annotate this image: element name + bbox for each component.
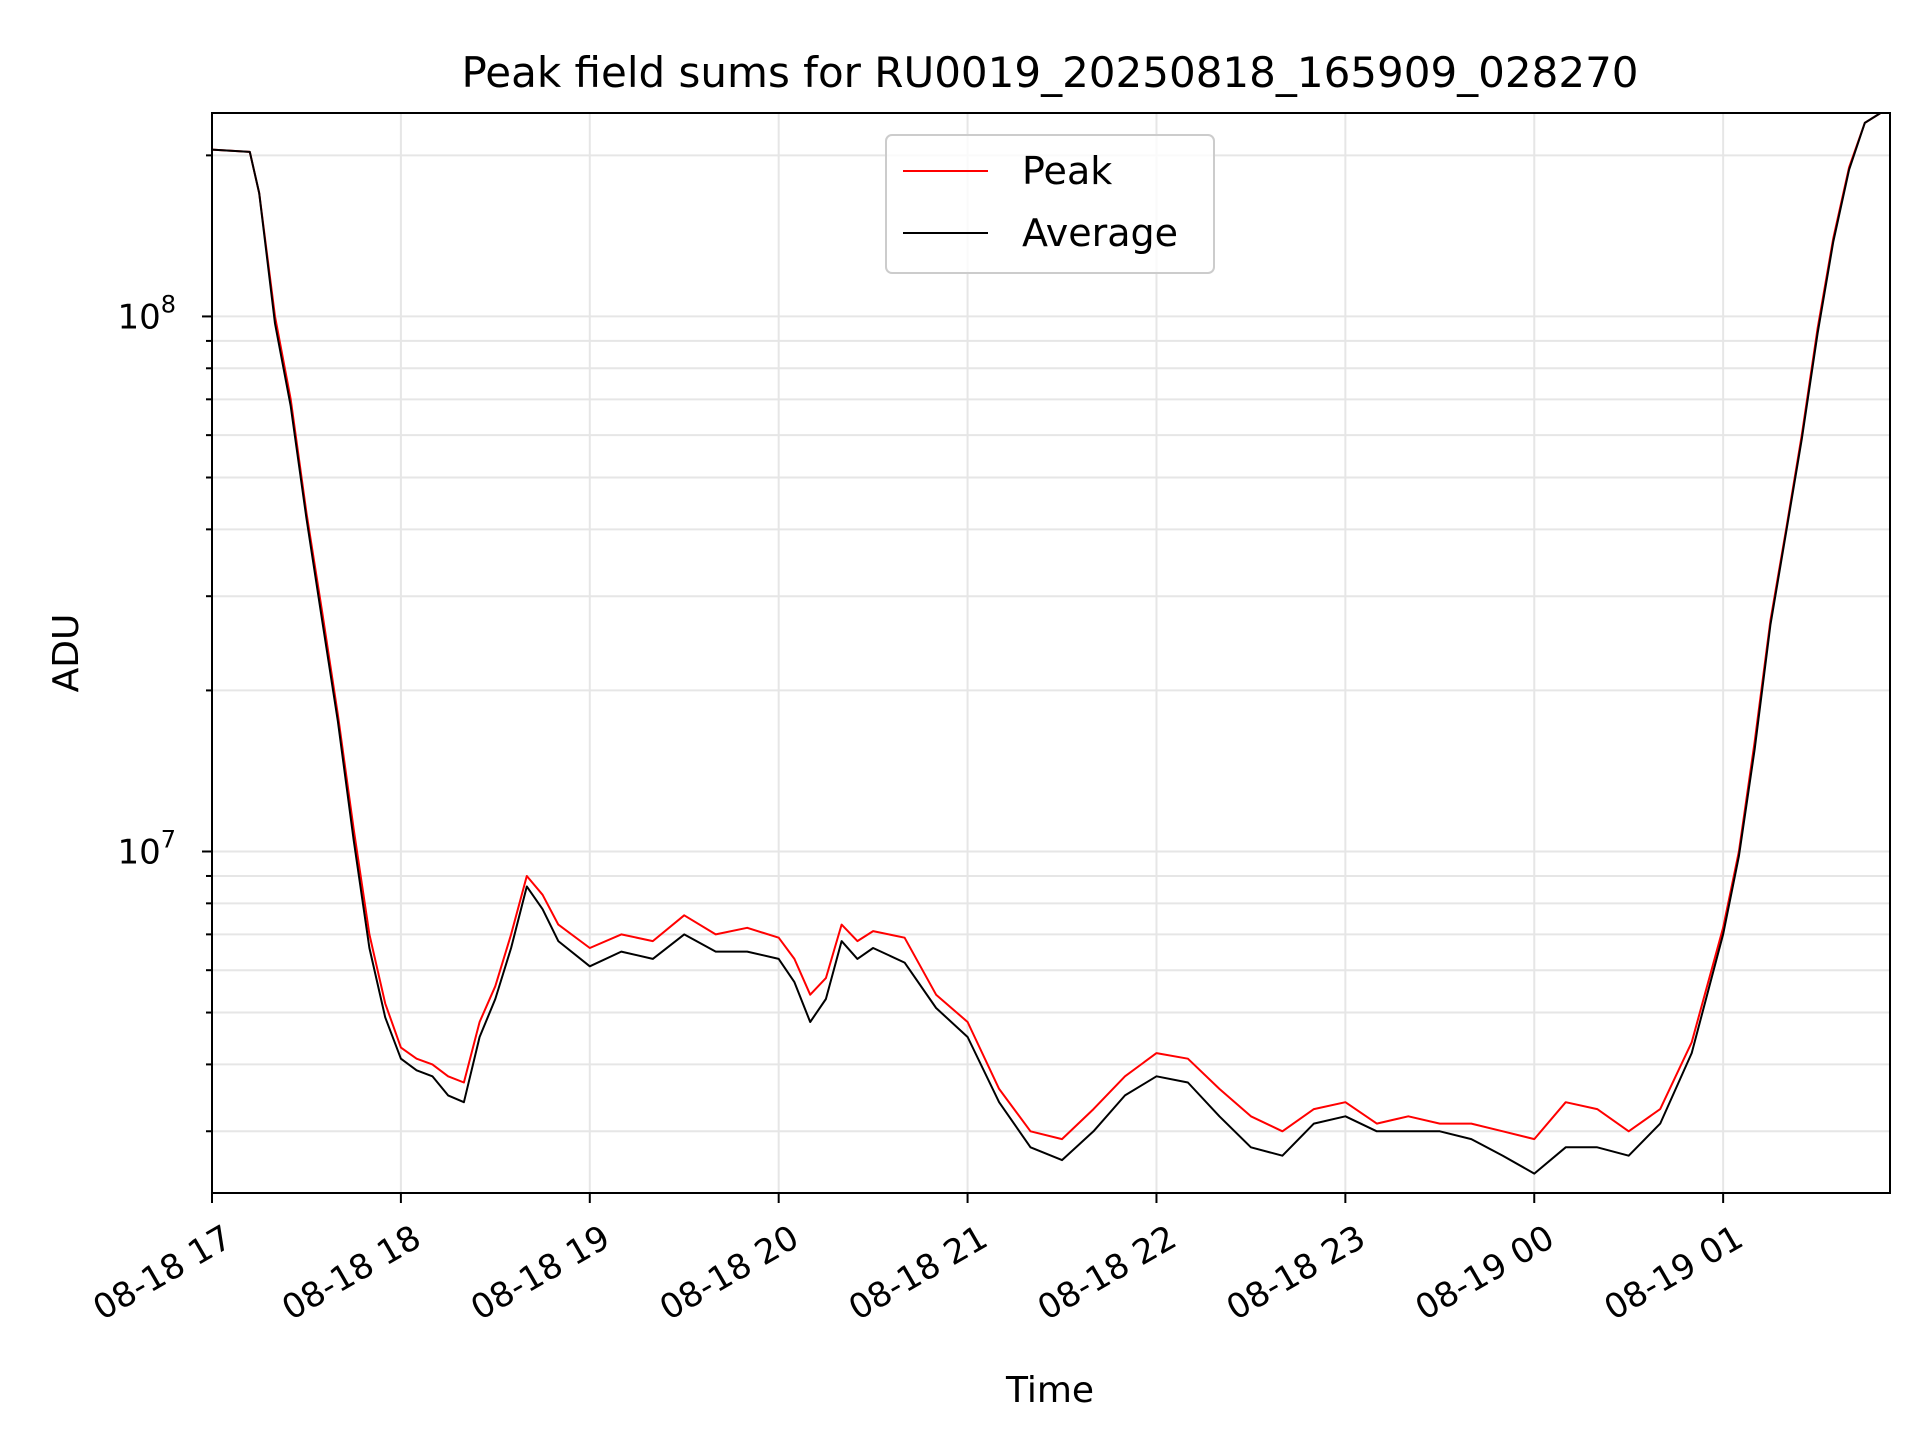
legend-box [885, 134, 1215, 274]
grid [211, 113, 1890, 1193]
y-tick-label: 108 [117, 290, 176, 337]
y-axis-label: ADU [46, 614, 87, 693]
plot-frame [211, 112, 1891, 1194]
legend-label-peak: Peak [1022, 149, 1112, 193]
y-tick-label: 107 [117, 825, 176, 872]
series-line-peak [211, 112, 1890, 1141]
x-axis-label: Time [1005, 1370, 1094, 1411]
series-line-average [211, 112, 1890, 1175]
legend: Peak Average [885, 134, 1215, 274]
series-layer [211, 112, 1890, 1175]
legend-label-average: Average [1022, 211, 1178, 255]
chart-title: Peak field sums for RU0019_20250818_1659… [461, 48, 1638, 97]
